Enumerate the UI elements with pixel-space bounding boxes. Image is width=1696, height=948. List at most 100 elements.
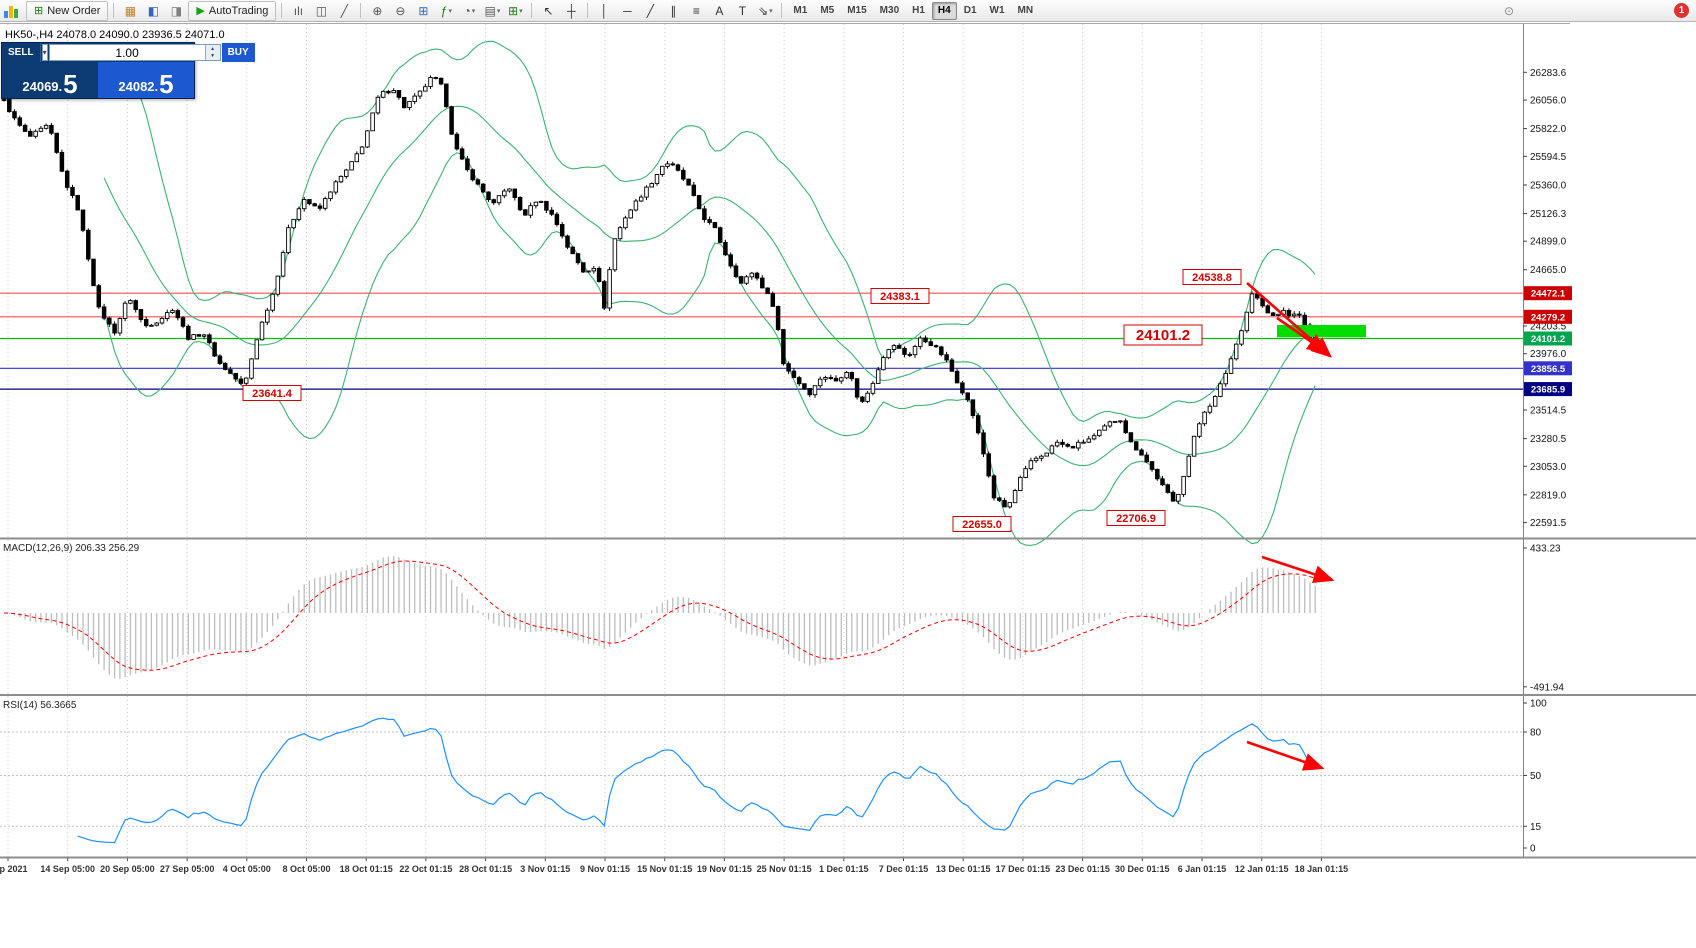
buy-price[interactable]: 24082. 5	[98, 62, 194, 98]
new-chart-icon[interactable]: ⊞ ▾	[504, 1, 526, 21]
price-axis-label: 25360.0	[1530, 181, 1567, 192]
rsi-axis-label: 80	[1530, 728, 1542, 739]
chart-canvas[interactable]: Sep 2021 14 Sep 05:00 20 Sep 05:00 27 Sep 0…	[0, 22, 1696, 948]
trend-arrow[interactable]	[1261, 555, 1335, 583]
volume-dropdown[interactable]: ▾	[41, 44, 48, 61]
axis-price-tag-label: 24279.2	[1531, 312, 1565, 323]
price-axis-label: 23280.5	[1530, 434, 1567, 445]
price-callout-text: 24538.8	[1192, 272, 1232, 284]
price-callout-box[interactable]	[1106, 510, 1166, 526]
price-axis-label: 25822.0	[1530, 124, 1567, 135]
axis-price-tag	[1524, 382, 1572, 397]
periods-icon[interactable]: ◔ ▾	[458, 1, 480, 21]
notification-badge[interactable]: 1	[1674, 3, 1689, 18]
autotrading-icon: ▶	[196, 5, 205, 17]
search-icon[interactable]: ⊙	[1498, 1, 1520, 21]
vertical-line-icon[interactable]: │	[593, 1, 615, 21]
periods-icon-glyph: ◔	[463, 3, 471, 18]
timeframe-m15-button[interactable]: M15	[847, 4, 867, 16]
arrows-tool-icon-glyph: ⇘	[758, 3, 769, 18]
gridlines: Sep 2021 14 Sep 05:00 20 Sep 05:00 27 Sep 0…	[0, 24, 1348, 874]
price-callout-box[interactable]	[870, 288, 930, 304]
time-axis-label: 15 Nov 01:15	[637, 864, 692, 874]
rsi-axis-label: 50	[1530, 771, 1542, 782]
price-axis: 26283.6 26056.0 25822.0 25594.5 25360.0 25126…	[1523, 68, 1572, 529]
time-axis-label: 7 Dec 01:15	[879, 864, 929, 874]
zoom-in-icon[interactable]: ⊕	[366, 1, 388, 21]
horizontal-line-icon[interactable]: ─	[616, 1, 638, 21]
candlestick-chart-icon[interactable]: ◫	[310, 1, 332, 21]
buy-button[interactable]: BUY	[221, 43, 255, 62]
indicators-icon[interactable]: ƒ ▾	[435, 1, 457, 21]
time-axis-label: 14 Sep 05:00	[40, 864, 95, 874]
timeframe-h1-button[interactable]: H1	[912, 4, 925, 16]
toolbar-separator	[281, 3, 283, 18]
time-axis-label: 18 Oct 01:15	[340, 864, 393, 874]
macd-histogram	[8, 556, 1316, 679]
price-axis-label: 26283.6	[1530, 68, 1567, 79]
time-axis-label: 27 Sep 05:00	[160, 864, 215, 874]
time-axis-label: 13 Dec 01:15	[936, 864, 991, 874]
timeframe-m1-button[interactable]: M1	[793, 4, 808, 16]
time-axis-label: 8 Oct 05:00	[282, 864, 330, 874]
trend-arrow[interactable]	[1276, 316, 1329, 354]
new-order-button[interactable]: ⊞ New Order	[26, 0, 109, 21]
price-axis-label: 23514.5	[1530, 406, 1567, 417]
time-axis-label: 17 Dec 01:15	[996, 864, 1051, 874]
autotrading-button[interactable]: ▶ AutoTrading	[188, 0, 277, 21]
timeframe-d1-button[interactable]: D1	[963, 4, 977, 16]
axis-price-tag-label: 24101.2	[1531, 334, 1565, 345]
line-chart-icon[interactable]: ╱	[333, 1, 355, 21]
sell-button[interactable]: SELL	[2, 43, 41, 62]
macd-axis-label: -491.94	[1530, 682, 1564, 693]
bar-chart-icon[interactable]: ılı	[287, 1, 309, 21]
profiles-icon-glyph: ◧	[147, 3, 160, 18]
horizontal-lines	[0, 292, 1523, 390]
price-callout-box[interactable]	[242, 385, 302, 401]
channel-icon[interactable]: ∥	[662, 1, 684, 21]
time-axis-label: 1 Dec 01:15	[819, 864, 869, 874]
trend-arrow[interactable]	[1246, 740, 1325, 771]
tile-windows-icon-glyph: ⊞	[418, 3, 429, 18]
price-callout-text: 23641.4	[252, 388, 293, 400]
volume-increase-button[interactable]: ▲	[205, 45, 220, 53]
toolbar-separator	[781, 3, 783, 18]
app-logo	[3, 1, 25, 20]
tile-windows-icon[interactable]: ⊞	[412, 1, 434, 21]
sell-price[interactable]: 24069. 5	[2, 62, 98, 98]
timeframe-w1-button[interactable]: W1	[989, 4, 1005, 16]
fibonacci-icon-glyph: ≡	[692, 3, 700, 18]
price-callout-box[interactable]	[952, 516, 1012, 532]
vertical-line-icon-glyph: │	[600, 3, 609, 18]
templates-icon[interactable]: ▤ ▾	[481, 1, 503, 21]
time-axis-label: 25 Nov 01:15	[757, 864, 812, 874]
sell-price-main: 24069.	[22, 79, 63, 94]
fibonacci-icon[interactable]: ≡	[685, 1, 707, 21]
price-callout-box[interactable]	[1123, 324, 1203, 346]
autotrading-button-label: AutoTrading	[208, 4, 269, 17]
trendline-icon[interactable]: ╱	[639, 1, 661, 21]
charts-icon[interactable]: ▦	[119, 1, 141, 21]
text-icon[interactable]: A	[708, 1, 730, 21]
templates-icon-glyph: ▤	[484, 3, 496, 18]
timeframe-m5-button[interactable]: M5	[820, 4, 835, 16]
axis-price-tag-label: 23856.5	[1531, 364, 1566, 375]
zoom-in-icon-glyph: ⊕	[372, 3, 383, 18]
terminal-icon[interactable]: ◨	[165, 1, 187, 21]
volume-input[interactable]	[49, 45, 205, 60]
timeframe-mn-button[interactable]: MN	[1017, 4, 1034, 16]
arrows-tool-icon[interactable]: ⇘ ▾	[754, 1, 776, 21]
price-axis-label: 23976.0	[1530, 349, 1567, 360]
crosshair-icon[interactable]: ┼	[560, 1, 582, 21]
profiles-icon[interactable]: ◧	[142, 1, 164, 21]
time-axis-label: 18 Jan 01:15	[1295, 864, 1349, 874]
trade-panel-top-row: SELL ▾ ▲ ▼ BUY	[2, 43, 255, 62]
timeframe-m30-button[interactable]: M30	[879, 4, 900, 16]
timeframe-h4-button[interactable]: H4	[931, 1, 957, 20]
price-callout-box[interactable]	[1182, 269, 1242, 285]
label-icon[interactable]: T	[731, 1, 753, 21]
volume-decrease-button[interactable]: ▼	[205, 52, 220, 60]
cursor-icon[interactable]: ↖	[537, 1, 559, 21]
new-chart-icon-glyph: ⊞	[508, 3, 519, 18]
zoom-out-icon[interactable]: ⊖	[389, 1, 411, 21]
